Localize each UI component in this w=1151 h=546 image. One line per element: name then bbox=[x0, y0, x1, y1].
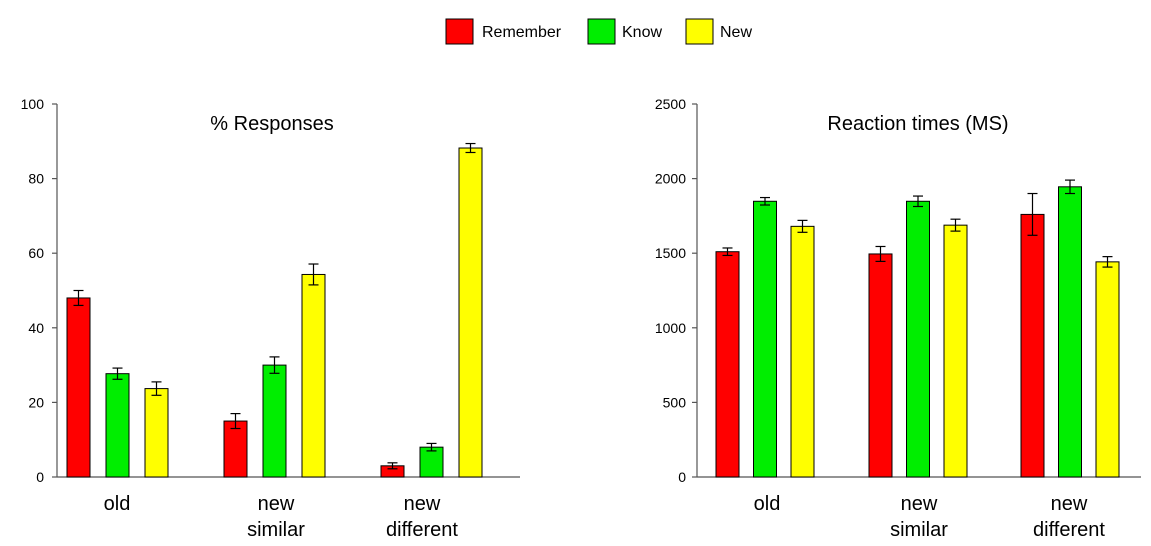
y-tick-label: 1500 bbox=[655, 245, 686, 261]
legend-label-remember: Remember bbox=[482, 24, 562, 41]
error-bar-remember-old bbox=[722, 247, 733, 257]
error-bar-new-new-different bbox=[1102, 256, 1113, 268]
y-tick-label: 0 bbox=[36, 469, 44, 485]
error-bar-know-new-similar bbox=[913, 195, 923, 208]
y-tick-label: 20 bbox=[28, 394, 44, 410]
category-label: new bbox=[258, 493, 295, 515]
legend-swatch-know bbox=[587, 18, 616, 45]
bar-new-new-different bbox=[1095, 261, 1120, 478]
bar-know-new-different bbox=[1058, 186, 1082, 478]
legend-label-new: New bbox=[720, 24, 752, 41]
error-bar-remember-new-different bbox=[387, 462, 398, 470]
legend-swatch-remember bbox=[445, 18, 474, 45]
bar-remember-new-similar bbox=[223, 420, 248, 478]
error-bar-remember-old bbox=[73, 289, 84, 307]
chart-panel-responses: 0 20 40 60 80 100 % Responses old new similar new d… bbox=[21, 96, 520, 541]
bar-know-new-similar bbox=[262, 364, 287, 478]
bar-remember-old bbox=[715, 251, 740, 478]
chart-title: % Responses bbox=[210, 113, 333, 135]
error-bar-new-new-different bbox=[465, 142, 476, 154]
y-tick-label: 1000 bbox=[655, 320, 686, 336]
category-label: different bbox=[386, 519, 458, 541]
bar-new-new-similar bbox=[301, 273, 326, 478]
chart-panel-reaction-times: 0 500 1000 1500 2000 2500 Reaction times (MS) o… bbox=[655, 96, 1141, 541]
legend-label-know: Know bbox=[622, 24, 662, 41]
error-bar-remember-new-similar bbox=[875, 245, 886, 263]
error-bar-remember-new-different bbox=[1027, 192, 1038, 236]
legend: Remember Know New bbox=[445, 18, 752, 45]
y-tick-label: 2500 bbox=[655, 96, 686, 112]
error-bar-new-new-similar bbox=[308, 263, 319, 286]
bar-remember-new-different bbox=[1020, 213, 1045, 478]
y-tick-label: 60 bbox=[28, 245, 44, 261]
y-tick-label: 100 bbox=[21, 96, 45, 112]
category-label: different bbox=[1033, 519, 1105, 541]
bar-remember-new-similar bbox=[868, 253, 893, 478]
y-tick-label: 0 bbox=[678, 469, 686, 485]
bar-new-old bbox=[790, 225, 815, 478]
bar-remember-old bbox=[66, 297, 91, 478]
category-label: old bbox=[754, 493, 781, 515]
error-bar-new-old bbox=[797, 219, 808, 233]
chart-title: Reaction times (MS) bbox=[827, 113, 1008, 135]
y-tick-label: 40 bbox=[28, 320, 44, 336]
category-label: new bbox=[1051, 493, 1088, 515]
bar-know-new-different bbox=[419, 446, 444, 478]
y-tick-label: 2000 bbox=[655, 171, 686, 187]
legend-swatch-new bbox=[685, 18, 714, 45]
error-bar-know-old bbox=[112, 367, 123, 380]
error-bar-new-old bbox=[151, 381, 162, 396]
category-label: old bbox=[104, 493, 131, 515]
bar-new-new-different bbox=[458, 147, 483, 478]
error-bar-know-new-different bbox=[1065, 179, 1075, 195]
bar-new-old bbox=[144, 388, 169, 478]
error-bar-know-old bbox=[760, 196, 770, 206]
error-bar-know-new-different bbox=[426, 442, 437, 452]
bar-know-new-similar bbox=[906, 200, 930, 478]
category-label: similar bbox=[247, 519, 305, 541]
error-bar-remember-new-similar bbox=[230, 412, 241, 430]
y-tick-label: 80 bbox=[28, 171, 44, 187]
y-tick-label: 500 bbox=[663, 394, 687, 410]
category-label: new bbox=[404, 493, 441, 515]
error-bar-know-new-similar bbox=[269, 356, 280, 374]
bar-new-new-similar bbox=[943, 224, 968, 478]
category-label: new bbox=[901, 493, 938, 515]
bar-know-old bbox=[105, 373, 130, 478]
category-label: similar bbox=[890, 519, 948, 541]
error-bar-new-new-similar bbox=[950, 218, 961, 232]
bar-know-old bbox=[753, 200, 777, 478]
